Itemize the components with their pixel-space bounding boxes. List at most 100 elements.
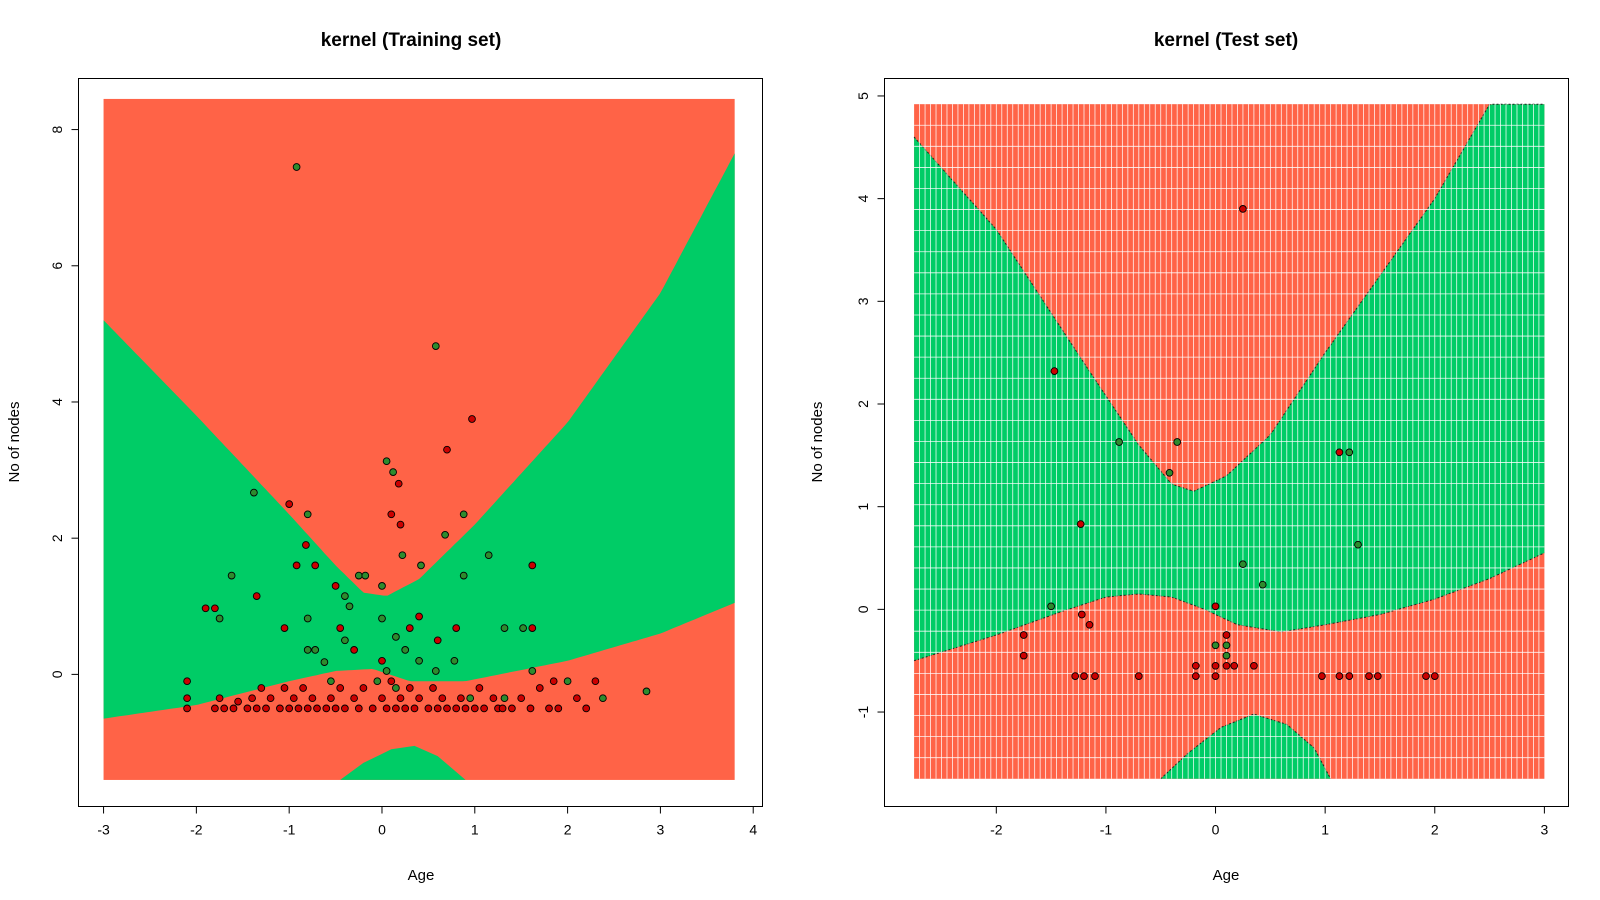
point-red (415, 694, 423, 703)
point-red (396, 694, 405, 703)
point-red (1345, 672, 1354, 680)
point-green (401, 646, 410, 654)
point-red (394, 479, 403, 488)
point-red (591, 677, 600, 686)
point-green (311, 646, 320, 654)
point-red (285, 500, 294, 508)
point-red (517, 694, 526, 703)
point-green (382, 457, 391, 466)
point-green (431, 667, 440, 675)
point-green (459, 510, 468, 519)
point-green (303, 646, 312, 654)
point-red (405, 624, 414, 632)
decision-regions (103, 98, 735, 780)
point-green (320, 658, 329, 666)
point-green (303, 510, 312, 519)
point-red (443, 704, 451, 713)
point-red (331, 704, 340, 713)
point-red (327, 694, 335, 703)
point-green (642, 687, 651, 696)
y-axis-label: No of nodes (809, 402, 826, 483)
point-green (500, 694, 509, 703)
point-red (248, 694, 256, 703)
data-points (1019, 205, 1439, 680)
point-red (424, 704, 433, 713)
point-red (1077, 610, 1086, 619)
point-red (1318, 672, 1326, 680)
point-green (215, 614, 224, 623)
point-red (359, 684, 368, 692)
chart-title: kernel (Training set) (321, 30, 502, 51)
point-red (1430, 672, 1439, 680)
point-red (549, 677, 558, 686)
point-green (398, 551, 407, 560)
point-red (1211, 602, 1220, 611)
point-red (387, 677, 396, 686)
point-red (396, 520, 405, 529)
point-red (452, 704, 461, 713)
point-red (280, 684, 289, 692)
point-red (294, 704, 303, 713)
point-red (410, 704, 419, 713)
point-green (327, 677, 335, 686)
point-red (1422, 672, 1430, 680)
point-red (1335, 672, 1344, 680)
point-red (252, 592, 261, 600)
point-red (535, 684, 544, 692)
x-tick-label: 3 (1540, 822, 1548, 838)
point-red (331, 582, 340, 590)
point-green (382, 667, 391, 675)
point-green (1222, 651, 1231, 660)
x-tick-label: 0 (378, 822, 386, 838)
point-red (280, 624, 289, 632)
point-green (1211, 641, 1220, 650)
point-red (336, 684, 345, 692)
point-green (1354, 540, 1362, 549)
y-tick-label: 3 (855, 297, 871, 305)
point-red (257, 684, 266, 692)
x-tick-label: 4 (749, 822, 757, 838)
point-green (1173, 438, 1182, 446)
y-tick-label: -1 (855, 706, 871, 719)
point-green (303, 614, 312, 623)
point-green (1165, 468, 1174, 477)
y-tick-label: 5 (855, 92, 871, 100)
y-axis-label: No of nodes (6, 402, 23, 483)
point-green (1115, 438, 1123, 446)
point-red (401, 704, 410, 713)
point-red (211, 704, 219, 713)
point-red (1222, 631, 1231, 639)
point-red (341, 704, 349, 713)
point-red (415, 612, 423, 621)
x-tick-label: 2 (1431, 822, 1439, 838)
point-red (1211, 672, 1220, 680)
point-green (361, 571, 370, 580)
point-green (1345, 448, 1354, 457)
region-green-bump (340, 745, 466, 780)
data-points (183, 163, 651, 713)
point-red (220, 704, 229, 713)
point-green (341, 592, 349, 600)
x-axis-label: Age (1213, 867, 1240, 884)
x-axis: -3 -2 -1 0 1 2 3 4 (97, 806, 757, 838)
point-red (429, 684, 437, 692)
point-red (382, 704, 391, 713)
region-green-bump (1160, 714, 1331, 779)
point-red (528, 624, 537, 632)
point-red (234, 697, 242, 706)
point-green (389, 468, 397, 476)
x-tick-label: -2 (190, 822, 203, 838)
point-red (1080, 672, 1088, 680)
point-red (229, 704, 238, 713)
point-green (392, 684, 400, 692)
point-red (354, 704, 363, 713)
point-red (1076, 520, 1085, 528)
point-red (262, 704, 270, 713)
point-red (183, 694, 191, 703)
upper-boundary-line (913, 103, 1545, 492)
point-green (292, 163, 301, 171)
point-green (1222, 641, 1231, 650)
point-red (1373, 672, 1382, 680)
